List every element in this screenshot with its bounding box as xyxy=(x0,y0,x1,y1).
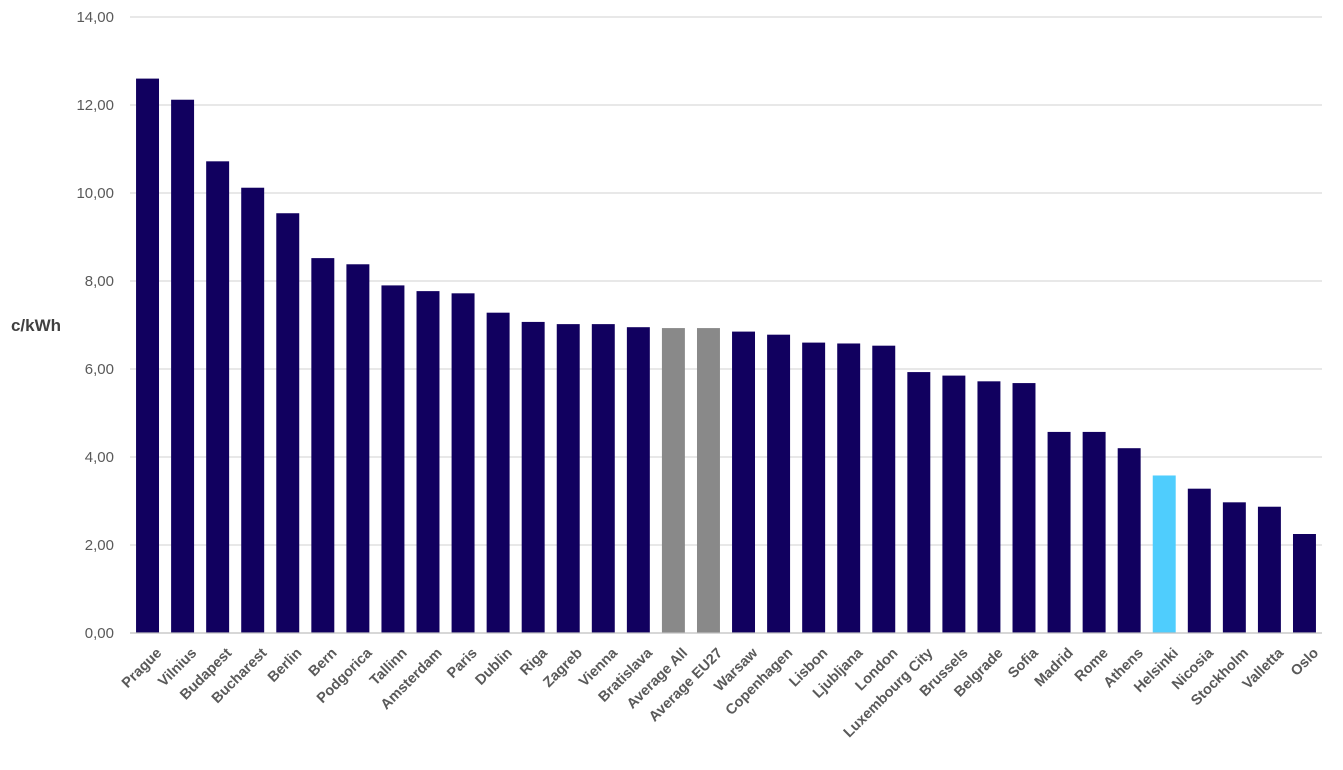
bar-luxembourg-city xyxy=(907,372,931,633)
x-tick-label: Berlin xyxy=(265,645,305,685)
bar-bucharest xyxy=(241,187,265,633)
x-tick-label: Prague xyxy=(119,645,165,691)
x-tick-label: Zagreb xyxy=(540,645,586,691)
y-tick-label: 14,00 xyxy=(76,9,114,26)
bar-stockholm xyxy=(1222,502,1246,633)
bar-london xyxy=(872,345,896,633)
bar-oslo xyxy=(1292,534,1316,633)
bar-bern xyxy=(311,258,335,633)
y-tick-label: 8,00 xyxy=(85,273,114,290)
y-tick-label: 12,00 xyxy=(76,97,114,114)
y-tick-label: 0,00 xyxy=(85,625,114,642)
bar-athens xyxy=(1117,448,1141,633)
bar-amsterdam xyxy=(416,291,440,633)
y-tick-label: 10,00 xyxy=(76,185,114,202)
bar-lisbon xyxy=(802,342,826,633)
bar-vilnius xyxy=(171,99,195,634)
bar-nicosia xyxy=(1187,488,1211,633)
bar-budapest xyxy=(206,161,230,633)
gridlines xyxy=(130,16,1322,546)
x-tick-label: Oslo xyxy=(1288,645,1322,679)
bar-madrid xyxy=(1047,431,1071,633)
bar-brussels xyxy=(942,375,966,633)
bars xyxy=(136,78,1316,634)
bar-ljubljana xyxy=(837,343,861,633)
x-tick-label: Madrid xyxy=(1032,645,1077,690)
bar-sofia xyxy=(1012,383,1036,633)
bar-warsaw xyxy=(732,331,756,633)
bar-tallinn xyxy=(381,285,405,633)
bar-valletta xyxy=(1257,506,1281,633)
bar-bratislava xyxy=(626,327,650,633)
x-tick-label: Dublin xyxy=(473,645,516,688)
bar-riga xyxy=(521,321,545,633)
bar-paris xyxy=(451,293,475,633)
bar-rome xyxy=(1082,431,1106,633)
y-axis-ticks: 0,00 2,00 4,00 6,00 8,00 10,00 12,00 14,00 xyxy=(76,9,114,642)
bar-average-eu27 xyxy=(696,328,720,633)
y-tick-label: 2,00 xyxy=(85,537,114,554)
bar-belgrade xyxy=(977,381,1001,633)
bar-berlin xyxy=(276,213,300,634)
bar-zagreb xyxy=(556,324,580,633)
y-tick-label: 6,00 xyxy=(85,361,114,378)
bar-helsinki xyxy=(1152,475,1176,633)
bar-prague xyxy=(136,78,160,634)
bar-vienna xyxy=(591,324,615,633)
bar-copenhagen xyxy=(767,334,791,633)
y-axis-label: c/kWh xyxy=(11,316,61,335)
bar-podgorica xyxy=(346,264,370,633)
bar-dublin xyxy=(486,312,510,633)
bar-average-all xyxy=(661,328,685,633)
y-tick-label: 4,00 xyxy=(85,449,114,466)
